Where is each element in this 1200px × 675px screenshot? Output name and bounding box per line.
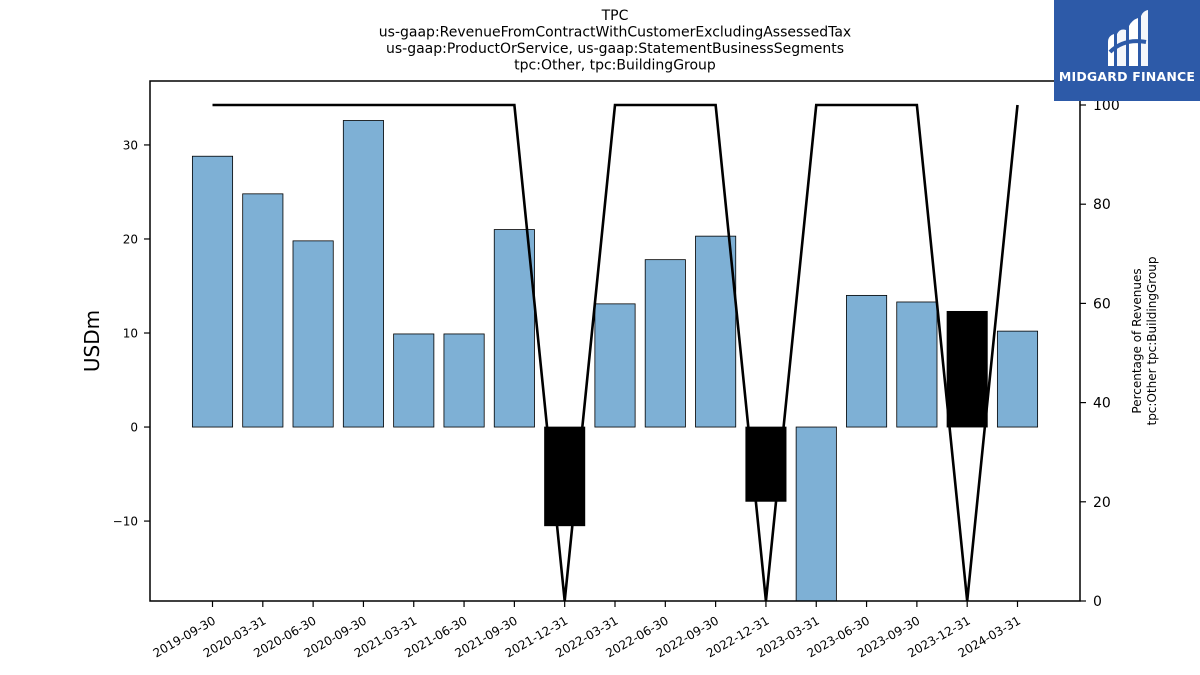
right-y-axis-label-line-1: Percentage of Revenues xyxy=(1130,268,1144,413)
midgard-logo-icon xyxy=(1108,10,1148,66)
bar-2021-12-31 xyxy=(544,426,586,527)
bar-2023-12-31 xyxy=(946,310,988,428)
percentage-line-series xyxy=(212,103,1019,602)
chart-title-line-2: us-gaap:RevenueFromContractWithCustomerE… xyxy=(379,25,851,41)
bar-2021-03-31 xyxy=(393,333,435,428)
bar-2023-06-30 xyxy=(846,294,888,428)
bar-2022-06-30 xyxy=(644,259,686,428)
bar-2021-09-30 xyxy=(493,229,535,428)
right-y-tick-label: 40 xyxy=(1093,396,1111,412)
right-y-tick-label: 20 xyxy=(1093,495,1111,511)
right-y-axis-label-line-2: tpc:Other tpc:BuildingGroup xyxy=(1145,256,1159,425)
percentage-line xyxy=(212,103,1019,602)
bar-2020-06-30 xyxy=(292,240,334,428)
chart-title: TPC us-gaap:RevenueFromContractWithCusto… xyxy=(379,8,851,74)
left-y-tick-label: 0 xyxy=(130,421,138,435)
left-y-axis-label: USDm xyxy=(80,310,104,372)
bar-2021-06-30 xyxy=(443,333,485,428)
right-y-axis: 0 20 40 60 80 100 xyxy=(1080,98,1120,610)
chart-title-line-4: tpc:Other, tpc:BuildingGroup xyxy=(514,58,716,74)
x-axis: 2019-09-302020-03-312020-06-302020-09-30… xyxy=(151,601,1023,660)
bar-2022-03-31 xyxy=(594,303,636,428)
brand-logo-text: MIDGARD FINANCE xyxy=(1058,69,1196,84)
bar-2019-09-30 xyxy=(191,155,234,428)
bar-2022-09-30 xyxy=(695,235,737,428)
right-y-axis-label: Percentage of Revenues tpc:Other tpc:Bui… xyxy=(1130,256,1159,425)
right-y-tick-label: 100 xyxy=(1093,98,1120,114)
left-y-tick-label: 10 xyxy=(123,327,138,341)
left-y-axis: −10 0 10 20 30 xyxy=(113,138,150,529)
bar-2023-03-31 xyxy=(795,426,837,602)
left-y-tick-label: 20 xyxy=(123,232,138,246)
bar-2020-09-30 xyxy=(342,120,384,428)
bar-2024-03-31 xyxy=(996,330,1039,428)
right-y-tick-label: 80 xyxy=(1093,197,1111,213)
bar-series xyxy=(191,120,1039,602)
bar-2020-03-31 xyxy=(242,193,284,428)
brand-logo: MIDGARD FINANCE xyxy=(1054,0,1200,101)
bar-2023-09-30 xyxy=(896,301,938,428)
left-y-tick-label: −10 xyxy=(113,515,138,529)
right-y-tick-label: 60 xyxy=(1093,296,1111,312)
chart-title-line-1: TPC xyxy=(601,8,629,24)
chart-title-line-3: us-gaap:ProductOrService, us-gaap:Statem… xyxy=(386,41,844,57)
left-y-tick-label: 30 xyxy=(123,138,138,152)
right-y-tick-label: 0 xyxy=(1093,594,1102,610)
